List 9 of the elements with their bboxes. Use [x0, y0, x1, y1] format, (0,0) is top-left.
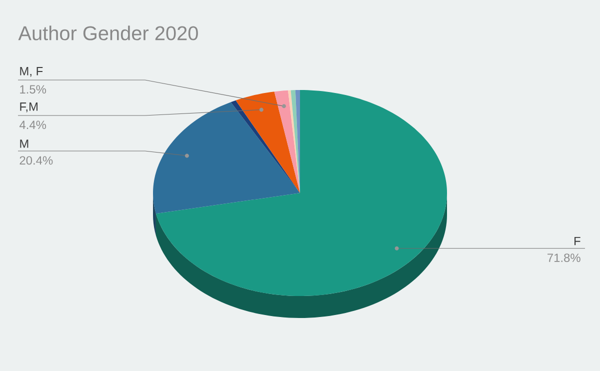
slice-label: M [20, 140, 28, 148]
chart-title: Author Gender 2020 [18, 26, 198, 40]
slice-label: F,M [20, 102, 38, 112]
data-label: 1.5% [20, 85, 46, 94]
data-label: 20.4% [20, 156, 53, 165]
slice-label: F [574, 236, 580, 246]
data-label: 4.4% [19, 120, 46, 130]
slice-label: M, F [20, 67, 43, 77]
data-label: 71.8% [548, 254, 580, 262]
